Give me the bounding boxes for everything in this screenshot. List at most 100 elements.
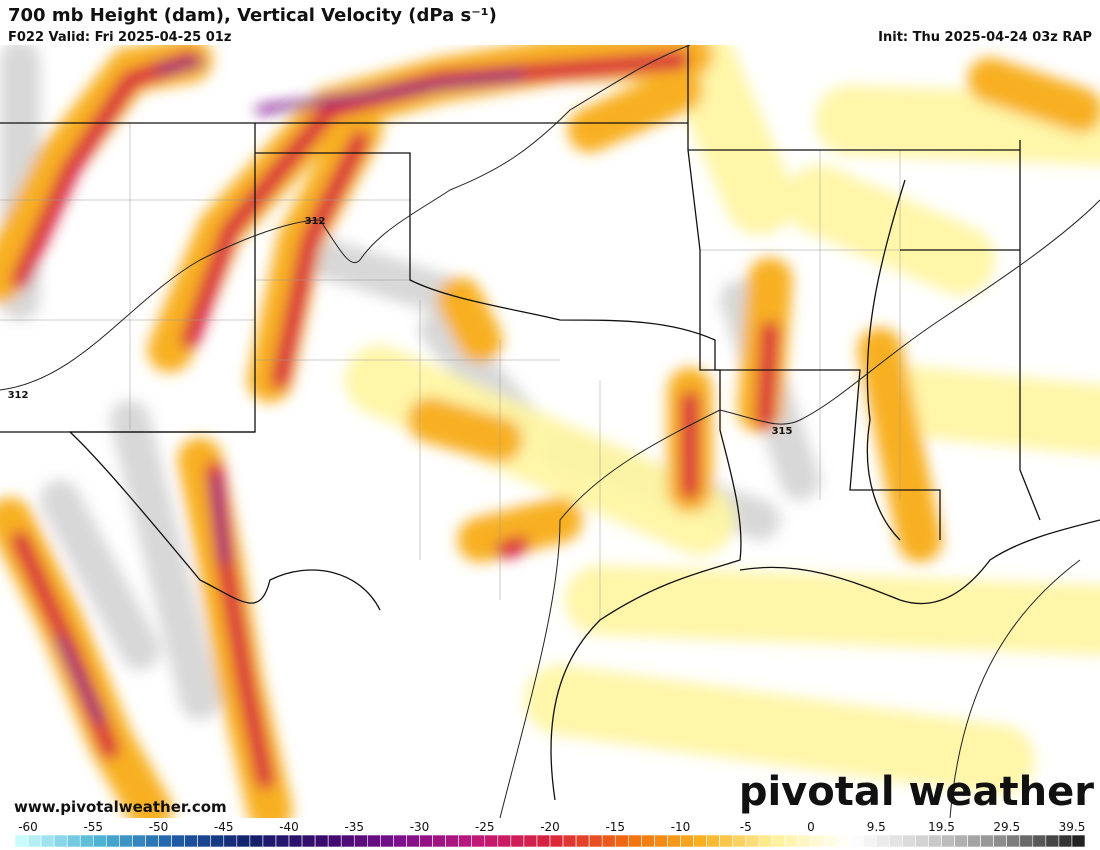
colorbar-segment bbox=[510, 834, 525, 848]
colorbar-tick-label: 39.5 bbox=[1059, 820, 1086, 834]
colorbar-segment bbox=[367, 834, 381, 848]
colorbar-segment bbox=[106, 834, 120, 848]
height-contours bbox=[0, 45, 1100, 818]
colorbar-segment bbox=[92, 834, 107, 848]
colorbar-tick-label: -50 bbox=[149, 820, 169, 834]
colorbar-segment bbox=[119, 834, 133, 848]
height-contour bbox=[949, 559, 1081, 818]
colorbar-segment bbox=[353, 834, 368, 848]
colorbar-tick-label: 0 bbox=[807, 820, 815, 834]
colorbar-segment bbox=[588, 834, 603, 848]
website: www.pivotalweather.com bbox=[14, 798, 227, 816]
colorbar-segment bbox=[314, 834, 329, 848]
colorbar-segment bbox=[393, 834, 407, 848]
colorbar: -60 -55 -50 -45 -40 -35 -30 -25 -20 -15 -10 -5 0 9.5 1… bbox=[14, 820, 1086, 848]
colorbar-tick-label: -55 bbox=[83, 820, 103, 834]
colorbar-segment bbox=[1006, 834, 1021, 848]
colorbar-segment bbox=[575, 834, 590, 848]
colorbar-segment bbox=[327, 834, 342, 848]
colorbar-segment bbox=[549, 834, 564, 848]
colorbar-segment bbox=[536, 834, 551, 848]
colorbar-segment bbox=[1045, 834, 1060, 848]
colorbar-tick-label: -10 bbox=[671, 820, 691, 834]
colorbar-tick-label: -40 bbox=[279, 820, 299, 834]
colorbar-segment bbox=[719, 834, 733, 848]
contour-label: 312 bbox=[8, 390, 29, 401]
colorbar-tick-label: -5 bbox=[740, 820, 752, 834]
colorbar-segment bbox=[862, 834, 877, 848]
colorbar-segment bbox=[627, 834, 642, 848]
colorbar-segment bbox=[745, 834, 760, 848]
colorbar-segment bbox=[197, 834, 212, 848]
colorbar-segment bbox=[888, 834, 903, 848]
colorbar-segment bbox=[641, 834, 655, 848]
colorbar-segment bbox=[771, 834, 786, 848]
colorbar-segment bbox=[288, 834, 303, 848]
colorbar-segment bbox=[340, 834, 355, 848]
colorbar-segment bbox=[928, 834, 942, 848]
colorbar-tick-label: -25 bbox=[475, 820, 495, 834]
colorbar-segment bbox=[40, 834, 55, 848]
colorbar-segment bbox=[1058, 834, 1073, 848]
counties bbox=[0, 123, 1020, 620]
colorbar-tick-label: 19.5 bbox=[928, 820, 955, 834]
colorbar-segment bbox=[210, 834, 225, 848]
colorbar-segment bbox=[14, 834, 29, 848]
colorbar-segment bbox=[810, 834, 825, 848]
colorbar-segment bbox=[158, 834, 172, 848]
colorbar-segment bbox=[562, 834, 577, 848]
colorbar-segment bbox=[680, 834, 694, 848]
colorbar-tick-label: 9.5 bbox=[867, 820, 886, 834]
state-borders bbox=[687, 45, 1041, 541]
colorbar-segment bbox=[954, 834, 968, 848]
contour-label: 315 bbox=[772, 426, 793, 437]
colorbar-segment bbox=[849, 834, 864, 848]
colorbar-tick-label: -15 bbox=[605, 820, 625, 834]
colorbar-segment bbox=[145, 834, 159, 848]
colorbar-segment bbox=[1032, 834, 1047, 848]
colorbar-segment bbox=[27, 834, 42, 848]
colorbar-segment bbox=[223, 834, 238, 848]
colorbar-segment bbox=[732, 834, 747, 848]
colorbar-tick-label: -60 bbox=[18, 820, 38, 834]
colorbar-segment bbox=[1071, 834, 1086, 848]
colorbar-segment bbox=[784, 834, 799, 848]
colorbar-segment bbox=[471, 834, 486, 848]
colorbar-tick-label: 29.5 bbox=[993, 820, 1020, 834]
colorbar-segment bbox=[941, 834, 955, 848]
colorbar-segment bbox=[902, 834, 916, 848]
colorbar-segment bbox=[275, 834, 290, 848]
coastline bbox=[739, 519, 1100, 605]
colorbar-segment bbox=[132, 834, 146, 848]
init-time: Init: Thu 2025-04-24 03z RAP bbox=[878, 30, 1092, 45]
colorbar-segment bbox=[79, 834, 94, 848]
colorbar-segment bbox=[601, 834, 616, 848]
colorbar-segment bbox=[445, 834, 459, 848]
title: 700 mb Height (dam), Vertical Velocity (… bbox=[8, 5, 497, 26]
colorbar-segment bbox=[380, 834, 394, 848]
map: 312 312 315 www.pivotalweather.com pivot… bbox=[0, 45, 1100, 818]
colorbar-segment bbox=[693, 834, 707, 848]
colorbar-segment bbox=[823, 834, 838, 848]
colorbar-segment bbox=[406, 834, 420, 848]
colorbar-segment bbox=[432, 834, 446, 848]
colorbar-segment bbox=[484, 834, 499, 848]
colorbar-segment bbox=[1019, 834, 1034, 848]
county-lines bbox=[0, 123, 1020, 620]
colorbar-tick-label: -30 bbox=[410, 820, 430, 834]
height-contour bbox=[499, 199, 1100, 818]
colorbar-segment bbox=[184, 834, 198, 848]
colorbar-segment bbox=[915, 834, 929, 848]
colorbar-segment bbox=[980, 834, 994, 848]
colorbar-segment bbox=[458, 834, 473, 848]
colorbar-segment bbox=[758, 834, 773, 848]
colorbar-segment bbox=[171, 834, 185, 848]
colorbar-tick-label: -45 bbox=[214, 820, 234, 834]
colorbar-segment bbox=[53, 834, 68, 848]
colorbar-segment bbox=[419, 834, 433, 848]
colorbar-segment bbox=[654, 834, 668, 848]
colorbar-segment bbox=[66, 834, 81, 848]
colorbar-segment bbox=[706, 834, 720, 848]
height-contour bbox=[0, 45, 691, 391]
